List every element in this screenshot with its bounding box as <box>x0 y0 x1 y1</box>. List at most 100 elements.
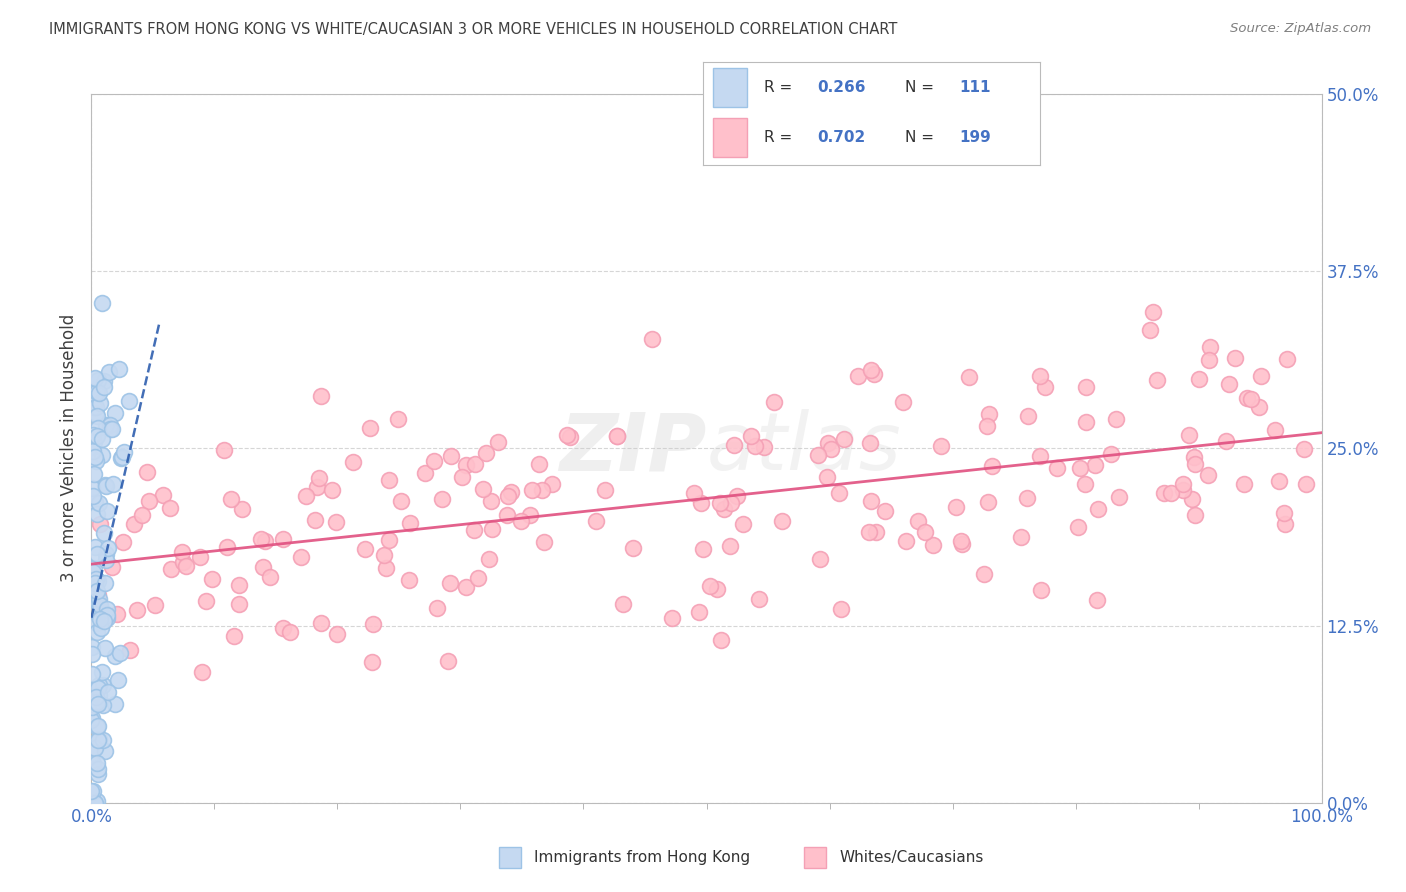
Point <box>90 621 112 635</box>
Point <box>159 501 181 516</box>
Point <box>80 784 103 798</box>
Bar <box>713 118 747 157</box>
Point <box>378 533 401 547</box>
Point <box>98 365 121 379</box>
Point <box>87 574 110 589</box>
Point <box>93 640 115 655</box>
Point <box>863 368 886 382</box>
Point <box>808 551 831 566</box>
Point <box>456 458 478 473</box>
Point <box>94 744 117 758</box>
Point <box>699 579 721 593</box>
Point <box>807 448 830 462</box>
Point <box>212 443 235 458</box>
Point <box>93 606 115 620</box>
Point <box>96 611 118 625</box>
Point <box>86 681 108 695</box>
Point <box>1084 458 1107 473</box>
Point <box>612 597 634 611</box>
Point <box>1178 428 1201 442</box>
Point <box>84 573 107 587</box>
Point <box>519 508 541 522</box>
Text: 199: 199 <box>959 130 991 145</box>
Point <box>865 524 887 539</box>
Point <box>91 733 114 747</box>
Point <box>98 422 121 436</box>
Point <box>973 566 995 581</box>
Point <box>1108 490 1130 504</box>
Point <box>321 483 343 497</box>
Point <box>387 412 409 426</box>
Point <box>1087 502 1109 516</box>
Point <box>815 470 838 484</box>
Point <box>80 700 103 714</box>
Point <box>830 602 852 616</box>
Point <box>426 601 449 615</box>
Point <box>641 332 664 346</box>
Point <box>481 494 503 508</box>
Text: Whites/Caucasians: Whites/Caucasians <box>839 850 984 864</box>
Point <box>1074 380 1097 394</box>
Point <box>87 688 110 702</box>
Point <box>111 450 134 464</box>
Point <box>763 394 786 409</box>
Point <box>752 440 775 454</box>
Point <box>828 486 851 500</box>
Point <box>110 450 132 465</box>
Point <box>980 459 1002 474</box>
Point <box>96 504 118 518</box>
Point <box>82 640 104 655</box>
Point <box>875 504 897 518</box>
Point <box>689 496 711 510</box>
Text: Source: ZipAtlas.com: Source: ZipAtlas.com <box>1230 22 1371 36</box>
Point <box>84 690 107 704</box>
Bar <box>713 68 747 106</box>
Point <box>93 615 115 629</box>
Point <box>464 457 486 471</box>
Point <box>91 432 114 446</box>
Point <box>86 409 108 424</box>
Point <box>86 697 108 711</box>
Point <box>82 443 104 458</box>
Point <box>87 591 110 606</box>
Point <box>957 369 980 384</box>
Point <box>83 561 105 575</box>
Y-axis label: 3 or more Vehicles in Household: 3 or more Vehicles in Household <box>59 314 77 582</box>
Point <box>94 479 117 493</box>
Point <box>309 615 332 630</box>
Text: N =: N = <box>905 130 939 145</box>
Point <box>108 362 131 376</box>
Point <box>606 429 628 443</box>
Point <box>96 608 118 623</box>
Point <box>84 450 107 464</box>
Point <box>253 534 276 549</box>
Point <box>820 442 842 457</box>
Text: R =: R = <box>763 79 797 95</box>
Point <box>138 493 160 508</box>
Point <box>83 435 105 450</box>
Point <box>304 513 326 527</box>
Point <box>531 483 554 498</box>
Text: N =: N = <box>905 79 939 95</box>
Point <box>1233 476 1256 491</box>
Point <box>723 438 745 452</box>
Point <box>152 488 174 502</box>
Point <box>1268 475 1291 489</box>
Point <box>1104 412 1126 426</box>
Point <box>104 406 127 420</box>
Point <box>94 575 117 590</box>
Point <box>1017 409 1039 424</box>
Point <box>859 363 882 377</box>
Point <box>118 393 141 408</box>
Point <box>950 533 973 548</box>
Point <box>188 549 211 564</box>
Point <box>87 719 110 733</box>
Point <box>846 369 869 384</box>
Point <box>373 549 395 563</box>
Point <box>720 496 742 510</box>
Point <box>93 374 115 388</box>
Point <box>87 762 110 776</box>
Point <box>96 602 118 616</box>
Point <box>1029 449 1052 463</box>
Point <box>80 386 103 401</box>
